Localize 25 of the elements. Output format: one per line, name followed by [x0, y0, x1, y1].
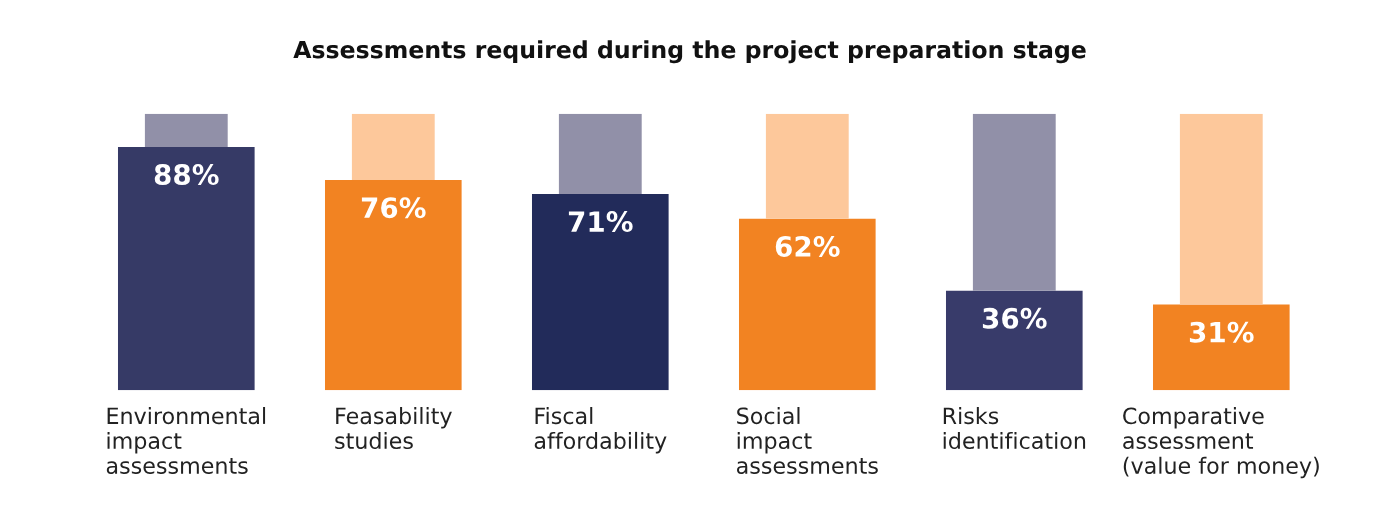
bar — [945, 290, 1083, 391]
bar — [558, 113, 642, 194]
bar — [324, 180, 462, 391]
bar — [144, 113, 228, 147]
bar — [531, 193, 669, 391]
bar — [738, 218, 876, 391]
bar — [117, 146, 255, 391]
x-tick-label: Fiscal affordability — [534, 407, 667, 454]
data-label: 71% — [568, 211, 633, 233]
x-tick-label: Environmental impact assessments — [106, 407, 266, 474]
data-label: 62% — [775, 235, 840, 257]
chart-title: Assessments required during the project preparation stage — [293, 40, 1086, 64]
bar — [972, 113, 1056, 291]
data-label: 76% — [361, 197, 426, 219]
x-tick-label: Feasability studies — [335, 407, 452, 450]
x-tick-label: Risks identification — [943, 407, 1086, 450]
bar — [765, 113, 849, 219]
data-label: 31% — [1189, 321, 1254, 343]
data-label: 88% — [154, 164, 219, 186]
bar — [351, 113, 435, 181]
x-tick-label: Social impact assessments — [736, 407, 878, 474]
data-label: 36% — [982, 307, 1047, 329]
bar — [1179, 113, 1263, 305]
x-tick-label: Comparative assessment (value for money) — [1123, 407, 1319, 479]
bar — [1152, 304, 1290, 391]
